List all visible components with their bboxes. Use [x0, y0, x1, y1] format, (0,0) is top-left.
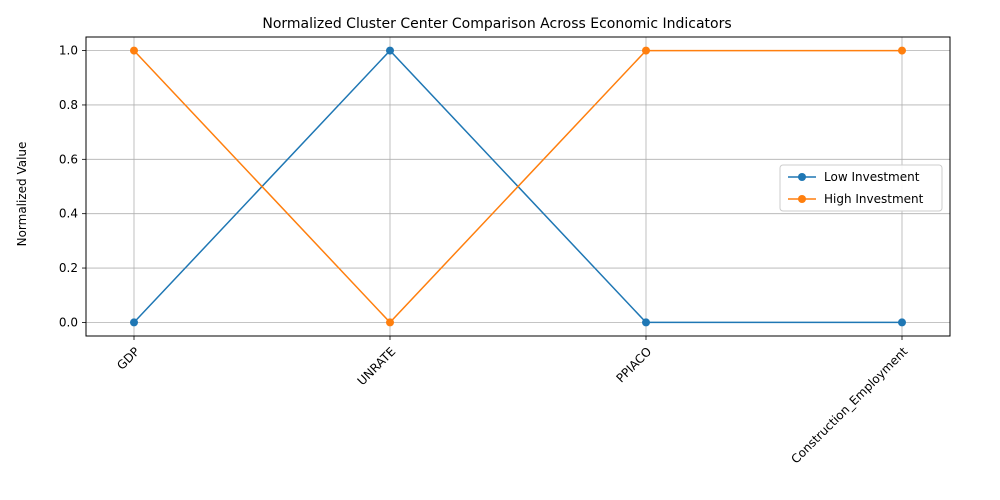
legend-label: Low Investment: [824, 170, 920, 184]
data-point: [386, 46, 394, 55]
legend-marker: [798, 195, 806, 203]
y-tick-label: 0.6: [59, 152, 78, 166]
y-axis-ticks: 0.0 0.2 0.4 0.6 0.8 1.0: [59, 44, 86, 329]
legend-box: [779, 164, 943, 212]
legend-label: High Investment: [824, 192, 924, 206]
legend-item: High Investment: [788, 192, 924, 206]
y-axis-label: Normalized Value: [15, 142, 29, 247]
data-point: [130, 46, 138, 55]
y-tick-label: 1.0: [59, 44, 78, 58]
data-point: [130, 318, 138, 327]
data-point: [898, 46, 906, 55]
chart-title: Normalized Cluster Center Comparison Acr…: [262, 16, 731, 32]
legend: Low Investment High Investment: [779, 164, 943, 212]
y-tick-label: 0.0: [59, 315, 78, 329]
data-point: [386, 318, 394, 327]
series-2: [130, 46, 906, 327]
plot-frame: [85, 36, 951, 337]
series-line: [133, 49, 902, 324]
series-layer: [130, 46, 906, 327]
data-point: [898, 318, 906, 327]
data-point: [642, 46, 650, 55]
data-point: [642, 318, 650, 327]
legend-item: Low Investment: [788, 170, 920, 184]
y-tick-label: 0.8: [59, 98, 78, 112]
y-tick-label: 0.2: [59, 261, 78, 275]
legend-marker: [798, 173, 806, 181]
y-tick-label: 0.4: [59, 207, 78, 221]
